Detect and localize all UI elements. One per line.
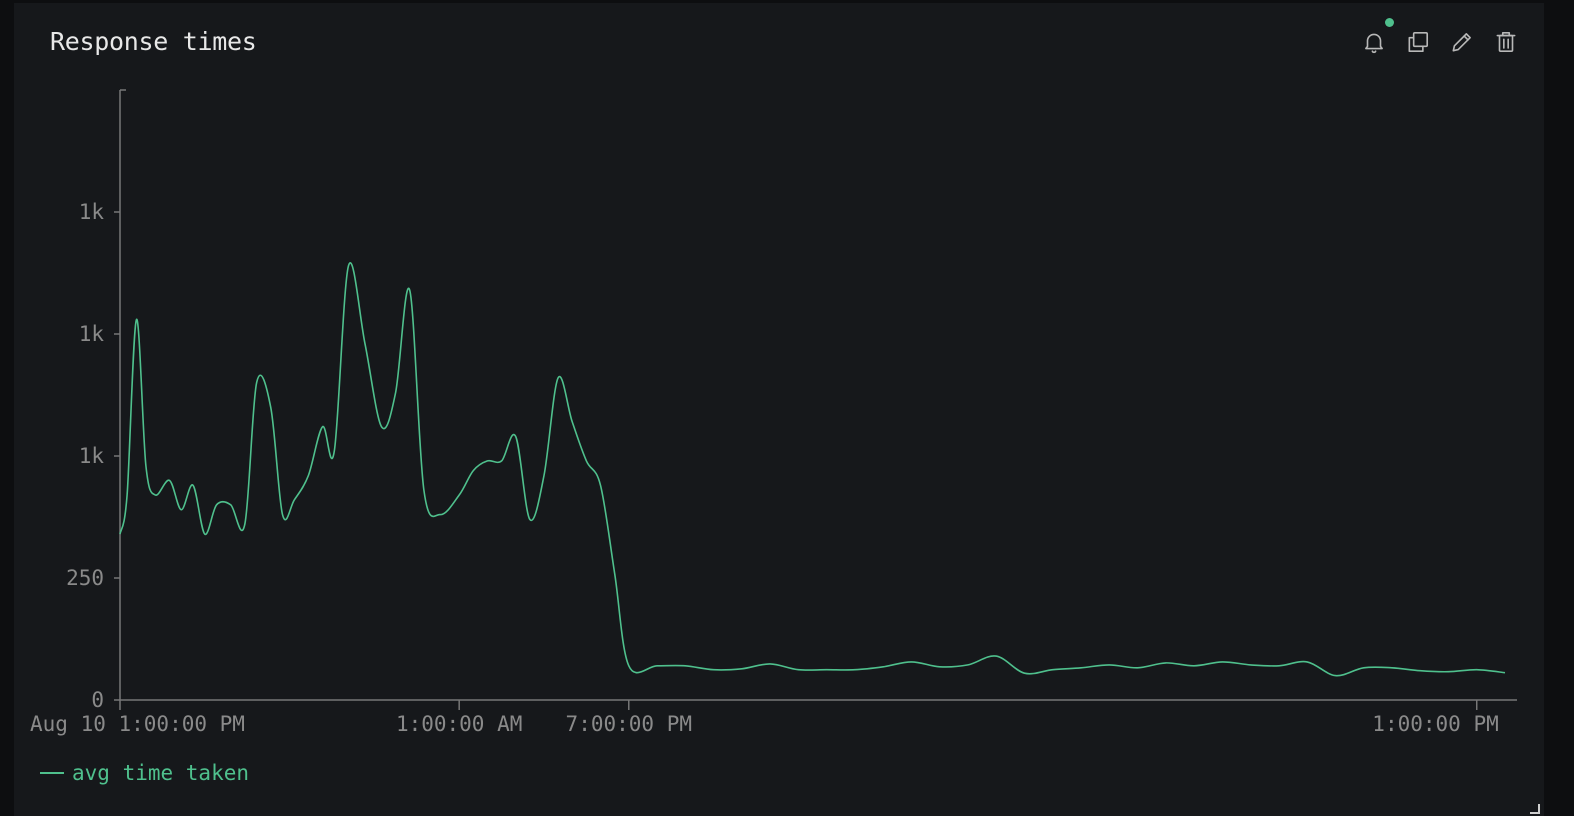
legend-label: avg time taken <box>72 761 250 785</box>
alert-active-dot <box>1385 18 1394 27</box>
y-tick-label: 1k <box>79 200 105 224</box>
chart-panel: Response times <box>14 3 1544 816</box>
edit-pencil-icon[interactable] <box>1448 26 1476 58</box>
panel-title: Response times <box>50 27 257 56</box>
legend-swatch <box>40 772 64 774</box>
delete-trash-icon[interactable] <box>1492 26 1520 58</box>
duplicate-icon[interactable] <box>1404 26 1432 58</box>
y-tick-label: 1k <box>79 322 105 346</box>
y-tick-label: 0 <box>91 688 104 712</box>
chart-legend[interactable]: avg time taken <box>40 761 249 785</box>
x-tick-label: 1:00:00 AM <box>396 712 522 736</box>
line-chart: 0 250 1k 1k 1k Aug 10 1:00:00 PM 1:00:00 AM 7:0… <box>30 89 1517 736</box>
alert-bell-icon[interactable] <box>1360 18 1394 58</box>
y-tick-label: 250 <box>66 566 104 590</box>
y-tick-label: 1k <box>79 444 105 468</box>
x-tick-label: Aug 10 1:00:00 PM <box>30 712 245 736</box>
resize-handle[interactable] <box>1530 804 1540 814</box>
x-tick-label: 1:00:00 PM <box>1372 712 1498 736</box>
series-line-avg-time-taken <box>119 262 1506 677</box>
panel-actions <box>1360 18 1520 58</box>
x-tick-label: 7:00:00 PM <box>566 712 692 736</box>
